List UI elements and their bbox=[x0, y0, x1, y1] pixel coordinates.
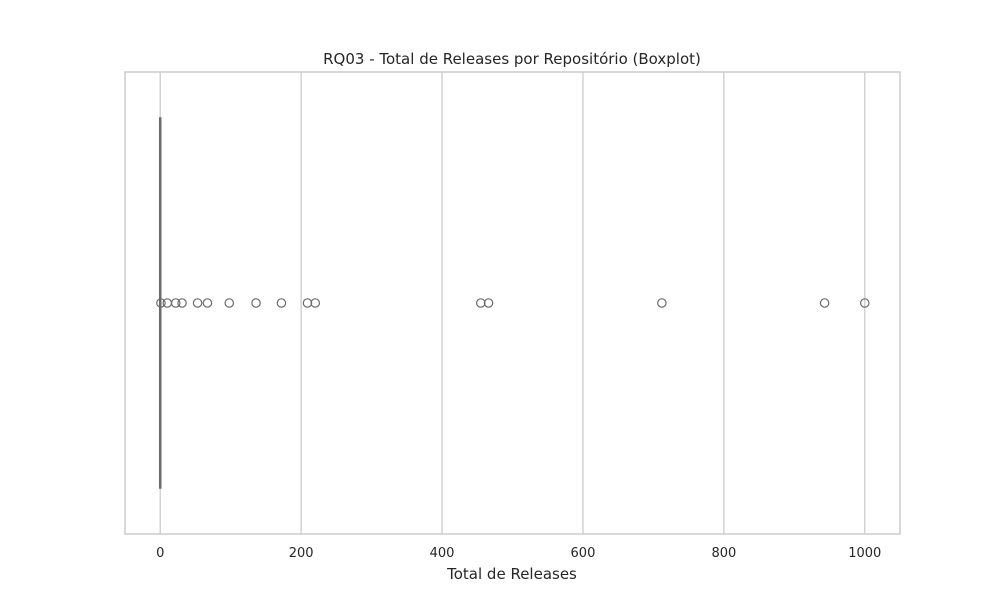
outlier-point bbox=[177, 298, 187, 308]
outlier-point bbox=[224, 298, 235, 308]
outlier-point bbox=[276, 298, 287, 308]
outlier-point bbox=[162, 298, 173, 308]
x-tick-label: 400 bbox=[430, 546, 455, 561]
outlier-point bbox=[859, 298, 870, 308]
outlier-points bbox=[156, 298, 870, 308]
outlier-point bbox=[202, 298, 213, 308]
x-tick-label: 0 bbox=[156, 546, 164, 561]
box-whisker bbox=[158, 117, 162, 489]
outlier-point bbox=[819, 298, 830, 308]
outlier-point bbox=[475, 298, 486, 308]
x-tick-label: 600 bbox=[571, 546, 596, 561]
outlier-point bbox=[192, 298, 203, 308]
outlier-point bbox=[302, 298, 313, 308]
plot-frame bbox=[124, 71, 901, 535]
chart-title: RQ03 - Total de Releases por Repositório… bbox=[323, 50, 701, 68]
outlier-point bbox=[251, 298, 261, 308]
outlier-point bbox=[657, 298, 667, 308]
outlier-point bbox=[483, 298, 494, 308]
outlier-point bbox=[170, 298, 181, 308]
x-tick-label: 200 bbox=[289, 546, 314, 561]
x-tick-labels: 0 200 400 600 800 1000 bbox=[156, 546, 881, 561]
outlier-point bbox=[156, 298, 166, 308]
outlier-point bbox=[310, 298, 321, 308]
x-tick-label: 800 bbox=[711, 546, 736, 561]
x-tick-label: 1000 bbox=[848, 546, 881, 561]
x-axis-label: Total de Releases bbox=[446, 565, 577, 583]
grid-lines bbox=[159, 72, 866, 534]
